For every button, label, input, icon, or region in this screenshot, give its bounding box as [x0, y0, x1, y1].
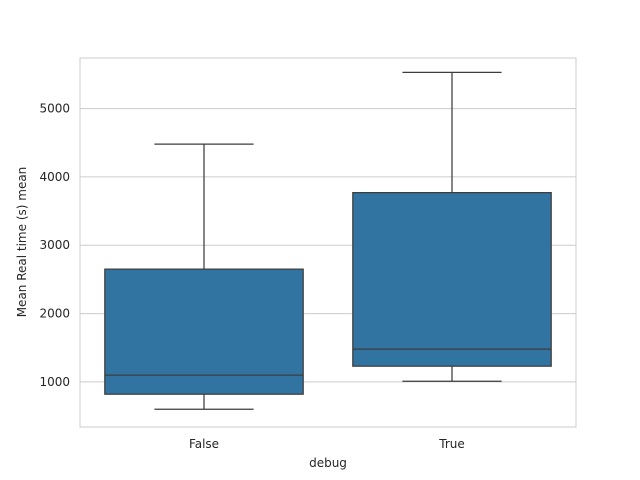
y-tick-label: 3000	[39, 238, 70, 252]
y-tick-label: 5000	[39, 102, 70, 116]
x-tick-label: True	[438, 437, 465, 451]
y-tick-label: 1000	[39, 375, 70, 389]
x-tick-label: False	[189, 437, 219, 451]
box-body	[104, 268, 304, 395]
x-axis-label: debug	[309, 456, 347, 470]
box-false	[104, 143, 304, 410]
boxes	[104, 71, 552, 410]
y-axis-label: Mean Real time (s) mean	[15, 167, 29, 318]
plot-frame	[79, 57, 577, 428]
y-tick-label: 4000	[39, 170, 70, 184]
x-tick-labels: False True	[189, 437, 465, 451]
y-tick-labels: 1000 2000 3000 4000 5000	[39, 102, 70, 389]
y-tick-label: 2000	[39, 307, 70, 321]
box-body	[352, 191, 552, 367]
box-true	[352, 71, 552, 382]
